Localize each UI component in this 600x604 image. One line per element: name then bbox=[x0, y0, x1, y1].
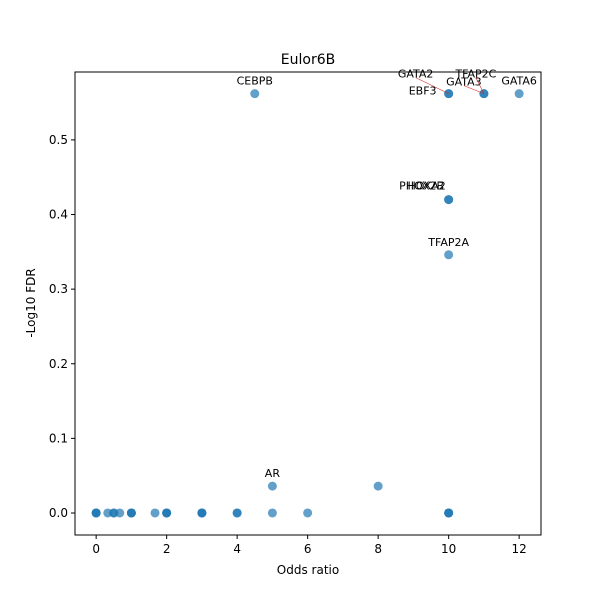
y-tick-label: 0.2 bbox=[49, 357, 68, 371]
point bbox=[373, 481, 383, 491]
chart-title: Eulor6B bbox=[281, 52, 335, 68]
point-label: GATA3 bbox=[446, 76, 482, 89]
x-tick-label: 8 bbox=[374, 542, 382, 556]
x-tick-label: 12 bbox=[512, 542, 527, 556]
x-tick-label: 0 bbox=[92, 542, 100, 556]
y-tick-label: 0.3 bbox=[49, 282, 68, 296]
point bbox=[162, 508, 172, 518]
x-tick-label: 4 bbox=[233, 542, 241, 556]
point bbox=[303, 508, 313, 518]
point-label: TFAP2A bbox=[427, 236, 469, 249]
point bbox=[267, 481, 277, 491]
point bbox=[115, 508, 125, 518]
y-tick-label: 0.5 bbox=[49, 133, 68, 147]
point bbox=[250, 89, 260, 99]
point bbox=[444, 508, 454, 518]
point-label: GATA2 bbox=[398, 68, 434, 81]
y-tick-label: 0.1 bbox=[49, 431, 68, 445]
y-tick-label: 0.4 bbox=[49, 208, 68, 222]
point-label: PHOX2B bbox=[399, 180, 444, 193]
x-tick-label: 10 bbox=[441, 542, 456, 556]
point bbox=[444, 195, 454, 205]
label-connector bbox=[463, 85, 485, 94]
label-connector bbox=[475, 77, 485, 94]
x-tick-label: 6 bbox=[304, 542, 312, 556]
y-axis-label: -Log10 FDR bbox=[24, 268, 38, 337]
point-label: HOXA2 bbox=[407, 180, 445, 193]
point-label: CEBPB bbox=[237, 75, 273, 88]
x-axis-label: Odds ratio bbox=[277, 563, 339, 577]
point bbox=[197, 508, 207, 518]
point-label: TFAP2C bbox=[454, 68, 496, 81]
point bbox=[444, 250, 454, 260]
point-label: GATA6 bbox=[501, 75, 537, 88]
x-tick-label: 2 bbox=[163, 542, 171, 556]
point-label: EBF3 bbox=[409, 85, 437, 98]
point bbox=[91, 508, 101, 518]
point bbox=[514, 89, 524, 99]
point bbox=[232, 508, 242, 518]
point-label: AR bbox=[265, 467, 281, 480]
y-tick-label: 0.0 bbox=[49, 506, 68, 520]
point bbox=[126, 508, 136, 518]
point bbox=[150, 508, 160, 518]
label-connector bbox=[415, 77, 449, 94]
point bbox=[267, 508, 277, 518]
